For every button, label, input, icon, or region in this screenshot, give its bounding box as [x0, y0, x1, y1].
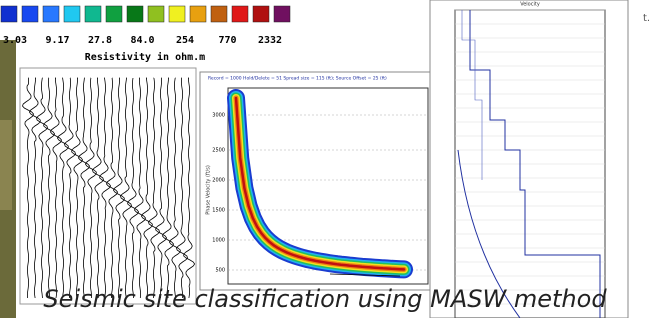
scale-label: 9.17 — [45, 35, 69, 46]
slide: 3000 2500 2000 1500 1000 500 Record = 1000 Ho… — [0, 0, 660, 318]
scale-label: 770 — [218, 35, 236, 46]
color-swatch — [22, 6, 38, 22]
dispersion-y-tick: 500 — [215, 268, 225, 274]
color-swatch — [190, 6, 206, 22]
color-swatch — [274, 6, 290, 22]
color-swatch — [64, 6, 80, 22]
color-swatch — [253, 6, 269, 22]
scale-label: 3.03 — [3, 35, 27, 46]
photo-strip-detail — [0, 120, 12, 210]
dispersion-y-tick: 1500 — [212, 208, 225, 214]
color-swatch — [43, 6, 59, 22]
slide-graphics: 3000 2500 2000 1500 1000 500 Record = 1000 Ho… — [0, 0, 660, 318]
caption: Seismic site classification using MASW m… — [43, 285, 607, 313]
color-swatch — [106, 6, 122, 22]
color-swatch — [127, 6, 143, 22]
velocity-title: Velocity — [520, 2, 540, 8]
color-swatch — [1, 6, 17, 22]
dispersion-y-tick: 2500 — [212, 148, 225, 154]
color-swatch — [169, 6, 185, 22]
scale-title: Resistivity in ohm.m — [85, 51, 205, 63]
scale-label: 2332 — [258, 35, 282, 46]
side-text: t. — [643, 13, 650, 24]
color-swatch — [148, 6, 164, 22]
dispersion-y-tick: 2000 — [212, 178, 225, 184]
scale-label: 27.8 — [88, 35, 112, 46]
scale-label: 254 — [176, 35, 194, 46]
color-swatch — [85, 6, 101, 22]
dispersion-y-label: Phase Velocity (ft/s) — [206, 165, 212, 215]
dispersion-y-tick: 1000 — [212, 238, 225, 244]
scale-label: 84.0 — [130, 35, 154, 46]
color-swatch — [232, 6, 248, 22]
dispersion-y-tick: 3000 — [212, 113, 225, 119]
dispersion-title: Record = 1000 Hold/Delete = 51 Spread si… — [208, 76, 387, 82]
color-swatch — [211, 6, 227, 22]
